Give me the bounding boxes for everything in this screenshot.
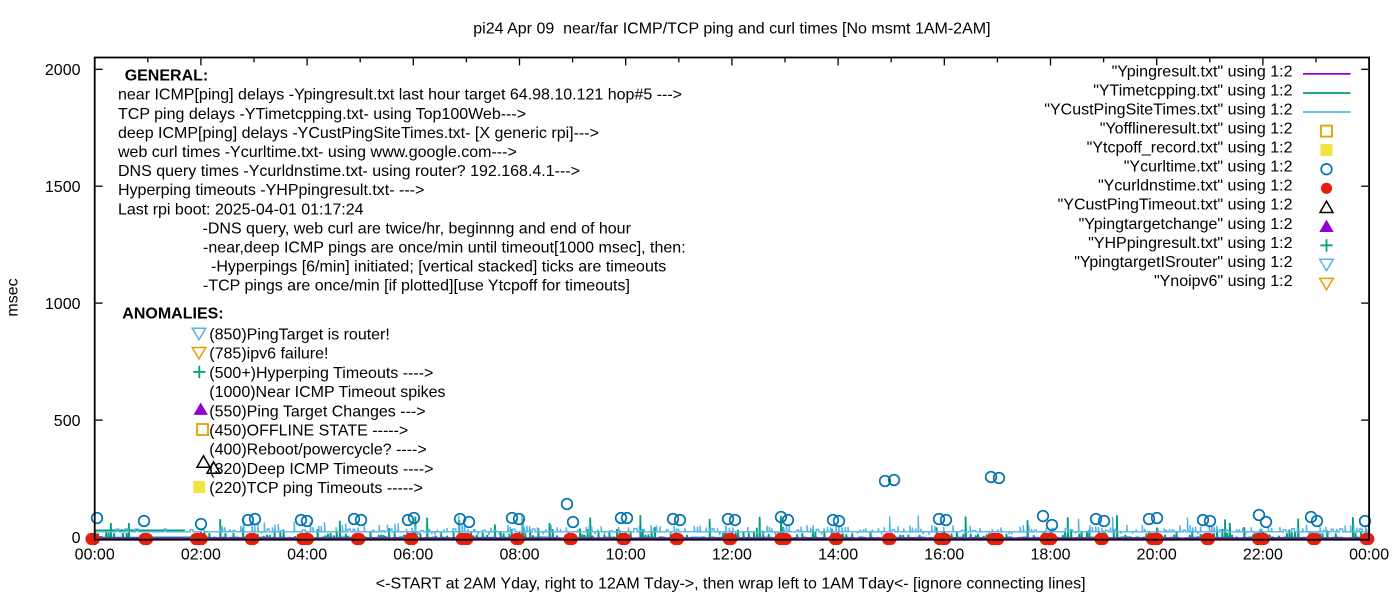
svg-text:"YCustPingTimeout.txt" using 1: "YCustPingTimeout.txt" using 1:2 bbox=[1058, 197, 1293, 214]
svg-text:ANOMALIES:: ANOMALIES: bbox=[122, 306, 223, 323]
svg-text:1500: 1500 bbox=[45, 179, 81, 196]
svg-text:0: 0 bbox=[72, 530, 81, 547]
svg-text:1000: 1000 bbox=[45, 296, 81, 313]
svg-text:msec: msec bbox=[5, 278, 22, 316]
svg-text:06:00: 06:00 bbox=[393, 546, 433, 563]
svg-text:(400)Reboot/powercycle? ---->: (400)Reboot/powercycle? ----> bbox=[209, 442, 426, 459]
svg-text:-TCP pings are once/min [if pl: -TCP pings are once/min [if plotted][use… bbox=[203, 278, 630, 295]
svg-text:02:00: 02:00 bbox=[181, 546, 221, 563]
svg-text:"YpingtargetISrouter" using 1:: "YpingtargetISrouter" using 1:2 bbox=[1074, 254, 1292, 271]
svg-text:deep ICMP[ping] delays -YCustP: deep ICMP[ping] delays -YCustPingSiteTim… bbox=[118, 125, 599, 142]
svg-text:16:00: 16:00 bbox=[924, 546, 964, 563]
svg-text:"Ycurltime.txt" using 1:2: "Ycurltime.txt" using 1:2 bbox=[1124, 159, 1293, 176]
svg-text:"Yofflineresult.txt" using 1:2: "Yofflineresult.txt" using 1:2 bbox=[1100, 121, 1293, 138]
svg-text:<-START at 2AM Yday, right to: <-START at 2AM Yday, right to 12AM Tday-… bbox=[376, 576, 1086, 593]
svg-text:-DNS query, web curl are twice: -DNS query, web curl are twice/hr, begin… bbox=[203, 220, 632, 237]
svg-text:"Ypingtargetchange" using 1:2: "Ypingtargetchange" using 1:2 bbox=[1079, 216, 1293, 233]
svg-text:Last rpi boot: 2025-04-01 01:1: Last rpi boot: 2025-04-01 01:17:24 bbox=[118, 201, 364, 218]
svg-text:"YCustPingSiteTimes.txt" using: "YCustPingSiteTimes.txt" using 1:2 bbox=[1044, 101, 1292, 118]
svg-text:00:00: 00:00 bbox=[1349, 546, 1389, 563]
svg-text:08:00: 08:00 bbox=[499, 546, 539, 563]
svg-text:Hyperping timeouts -YHPpingres: Hyperping timeouts -YHPpingresult.txt- -… bbox=[118, 182, 424, 199]
svg-text:04:00: 04:00 bbox=[287, 546, 327, 563]
svg-text:"YTimetcpping.txt" using 1:2: "YTimetcpping.txt" using 1:2 bbox=[1093, 82, 1292, 99]
svg-text:"Ycurldnstime.txt" using 1:2: "Ycurldnstime.txt" using 1:2 bbox=[1098, 178, 1293, 195]
svg-text:"Ytcpoff_record.txt" using 1:2: "Ytcpoff_record.txt" using 1:2 bbox=[1087, 140, 1293, 157]
svg-text:22:00: 22:00 bbox=[1243, 546, 1283, 563]
svg-text:(1000)Near ICMP Timeout spikes: (1000)Near ICMP Timeout spikes bbox=[209, 384, 445, 401]
svg-text:pi24 Apr 09 near/far ICMP/TCP: pi24 Apr 09 near/far ICMP/TCP ping and c… bbox=[473, 21, 990, 38]
svg-text:12:00: 12:00 bbox=[712, 546, 752, 563]
svg-text:(500+)Hyperping Timeouts ---->: (500+)Hyperping Timeouts ----> bbox=[209, 365, 433, 382]
svg-text:(550)Ping Target Changes --->: (550)Ping Target Changes ---> bbox=[209, 403, 425, 420]
svg-text:"YHPpingresult.txt" using 1:2: "YHPpingresult.txt" using 1:2 bbox=[1088, 235, 1292, 252]
svg-text:DNS query times -Ycurldnstime.: DNS query times -Ycurldnstime.txt- using… bbox=[118, 163, 580, 180]
svg-text:(785)ipv6 failure!: (785)ipv6 failure! bbox=[209, 346, 328, 363]
svg-text:00:00: 00:00 bbox=[75, 546, 115, 563]
svg-text:20:00: 20:00 bbox=[1137, 546, 1177, 563]
svg-text:500: 500 bbox=[54, 413, 81, 430]
svg-text:(220)TCP ping Timeouts ----->: (220)TCP ping Timeouts -----> bbox=[209, 480, 423, 497]
svg-text:"Ynoipv6" using 1:2: "Ynoipv6" using 1:2 bbox=[1154, 273, 1293, 290]
svg-text:(850)PingTarget is router!: (850)PingTarget is router! bbox=[209, 327, 390, 344]
svg-text:-Hyperpings [6/min] initiated;: -Hyperpings [6/min] initiated; [vertical… bbox=[211, 259, 666, 276]
svg-text:GENERAL:: GENERAL: bbox=[125, 68, 209, 85]
svg-text:10:00: 10:00 bbox=[606, 546, 646, 563]
svg-text:(450)OFFLINE STATE ----->: (450)OFFLINE STATE -----> bbox=[209, 423, 408, 440]
svg-text:(320)Deep ICMP Timeouts ---->: (320)Deep ICMP Timeouts ----> bbox=[209, 461, 433, 478]
svg-text:TCP ping delays -YTimetcpping.: TCP ping delays -YTimetcpping.txt- using… bbox=[118, 106, 526, 123]
svg-text:-near,deep ICMP pings are once: -near,deep ICMP pings are once/min until… bbox=[203, 240, 686, 257]
svg-text:18:00: 18:00 bbox=[1030, 546, 1070, 563]
svg-text:web curl times -Ycurltime.txt-: web curl times -Ycurltime.txt- using www… bbox=[117, 144, 517, 161]
svg-text:14:00: 14:00 bbox=[818, 546, 858, 563]
svg-text:near ICMP[ping] delays -Ypingr: near ICMP[ping] delays -Ypingresult.txt … bbox=[118, 87, 682, 104]
svg-text:2000: 2000 bbox=[45, 62, 81, 79]
svg-text:"Ypingresult.txt" using 1:2: "Ypingresult.txt" using 1:2 bbox=[1112, 63, 1293, 80]
